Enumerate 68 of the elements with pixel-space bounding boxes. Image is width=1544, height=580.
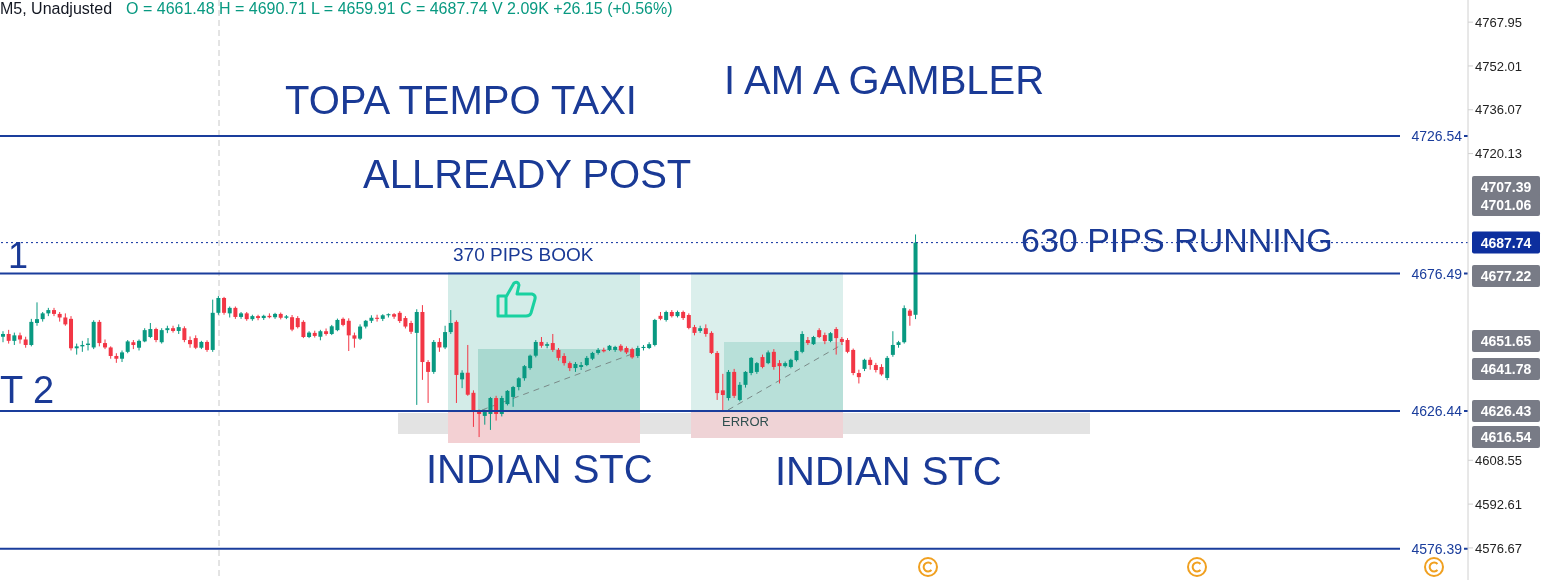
text: 4641.78 <box>1472 358 1540 380</box>
candlestick <box>777 359 782 384</box>
text: 4651.65 <box>1472 330 1540 352</box>
candlestick <box>392 312 397 320</box>
candlestick <box>737 381 742 402</box>
annotation: 1 <box>8 235 29 276</box>
annotation: I AM A GAMBLER <box>724 58 1045 102</box>
ref-line-label: 4676.49 <box>1411 265 1463 282</box>
annotation: ALLREADY POST <box>363 152 692 196</box>
candlestick <box>732 368 737 399</box>
candlestick <box>188 335 193 349</box>
candlestick <box>216 295 221 316</box>
candlestick <box>545 341 550 349</box>
candlestick <box>414 308 419 406</box>
text: 4616.54 <box>1472 426 1540 448</box>
y-tick-label: 4767.95 <box>1475 14 1522 30</box>
candlestick <box>1 330 5 343</box>
candlestick <box>839 336 844 346</box>
annotation: ERROR <box>722 414 769 430</box>
y-tick-label: 4608.55 <box>1475 452 1522 468</box>
text: 4701.06 <box>1472 194 1540 216</box>
candlestick <box>460 369 465 389</box>
candlestick <box>324 327 329 337</box>
candlestick <box>720 373 725 412</box>
candlestick <box>52 307 57 317</box>
candlestick <box>426 359 431 404</box>
candlestick <box>613 345 618 353</box>
candlestick <box>834 326 839 356</box>
annotation: T 2 <box>0 369 55 412</box>
chart-title: M5, Unadjusted <box>0 0 113 17</box>
candlestick <box>375 314 380 323</box>
candlestick <box>346 317 351 352</box>
text: 4707.39 <box>1472 176 1540 198</box>
candlestick <box>579 361 584 371</box>
candlestick <box>256 314 261 321</box>
annotation: 630 PIPS RUNNING <box>1021 221 1333 260</box>
candlestick <box>890 330 895 358</box>
annotation: TOPA TEMPO TAXI <box>285 78 637 122</box>
text: 4677.22 <box>1472 265 1540 287</box>
ref-line-label: 4726.54 <box>1411 127 1463 144</box>
candlestick <box>448 309 453 335</box>
annotation: INDIAN STC <box>426 447 653 491</box>
candlestick <box>29 318 34 347</box>
y-tick-label: 4576.67 <box>1475 540 1522 556</box>
annotation: INDIAN STC <box>775 449 1002 493</box>
candlestick <box>18 332 22 345</box>
candlestick <box>771 348 776 371</box>
annotation: 370 PIPS BOOK <box>453 244 594 266</box>
candlestick <box>171 325 176 334</box>
candlestick <box>97 319 102 347</box>
candlestick <box>273 312 278 320</box>
candlestick <box>511 385 516 408</box>
ref-line-label: 4687.74 <box>1480 234 1532 251</box>
candlestick <box>562 352 567 367</box>
candlestick <box>443 325 448 350</box>
candlestick <box>596 347 601 356</box>
candlestick <box>885 355 890 381</box>
y-tick-label: 4752.01 <box>1475 58 1522 74</box>
y-tick-label: 4592.61 <box>1475 496 1522 512</box>
text: 4626.43 <box>1472 400 1540 422</box>
candlestick <box>907 308 912 327</box>
ref-line-label: 4576.39 <box>1411 540 1463 557</box>
chart-subtitle: O = 4661.48 H = 4690.71 L = 4659.91 C = 4687.74 V 2.09K +26.15 (+0.56%) <box>126 0 673 17</box>
candlestick <box>856 369 861 384</box>
y-tick-label: 4720.13 <box>1475 146 1522 162</box>
ref-line-label: 4626.44 <box>1411 403 1463 420</box>
y-tick-label: 4736.07 <box>1475 102 1522 118</box>
candlestick <box>35 301 40 327</box>
